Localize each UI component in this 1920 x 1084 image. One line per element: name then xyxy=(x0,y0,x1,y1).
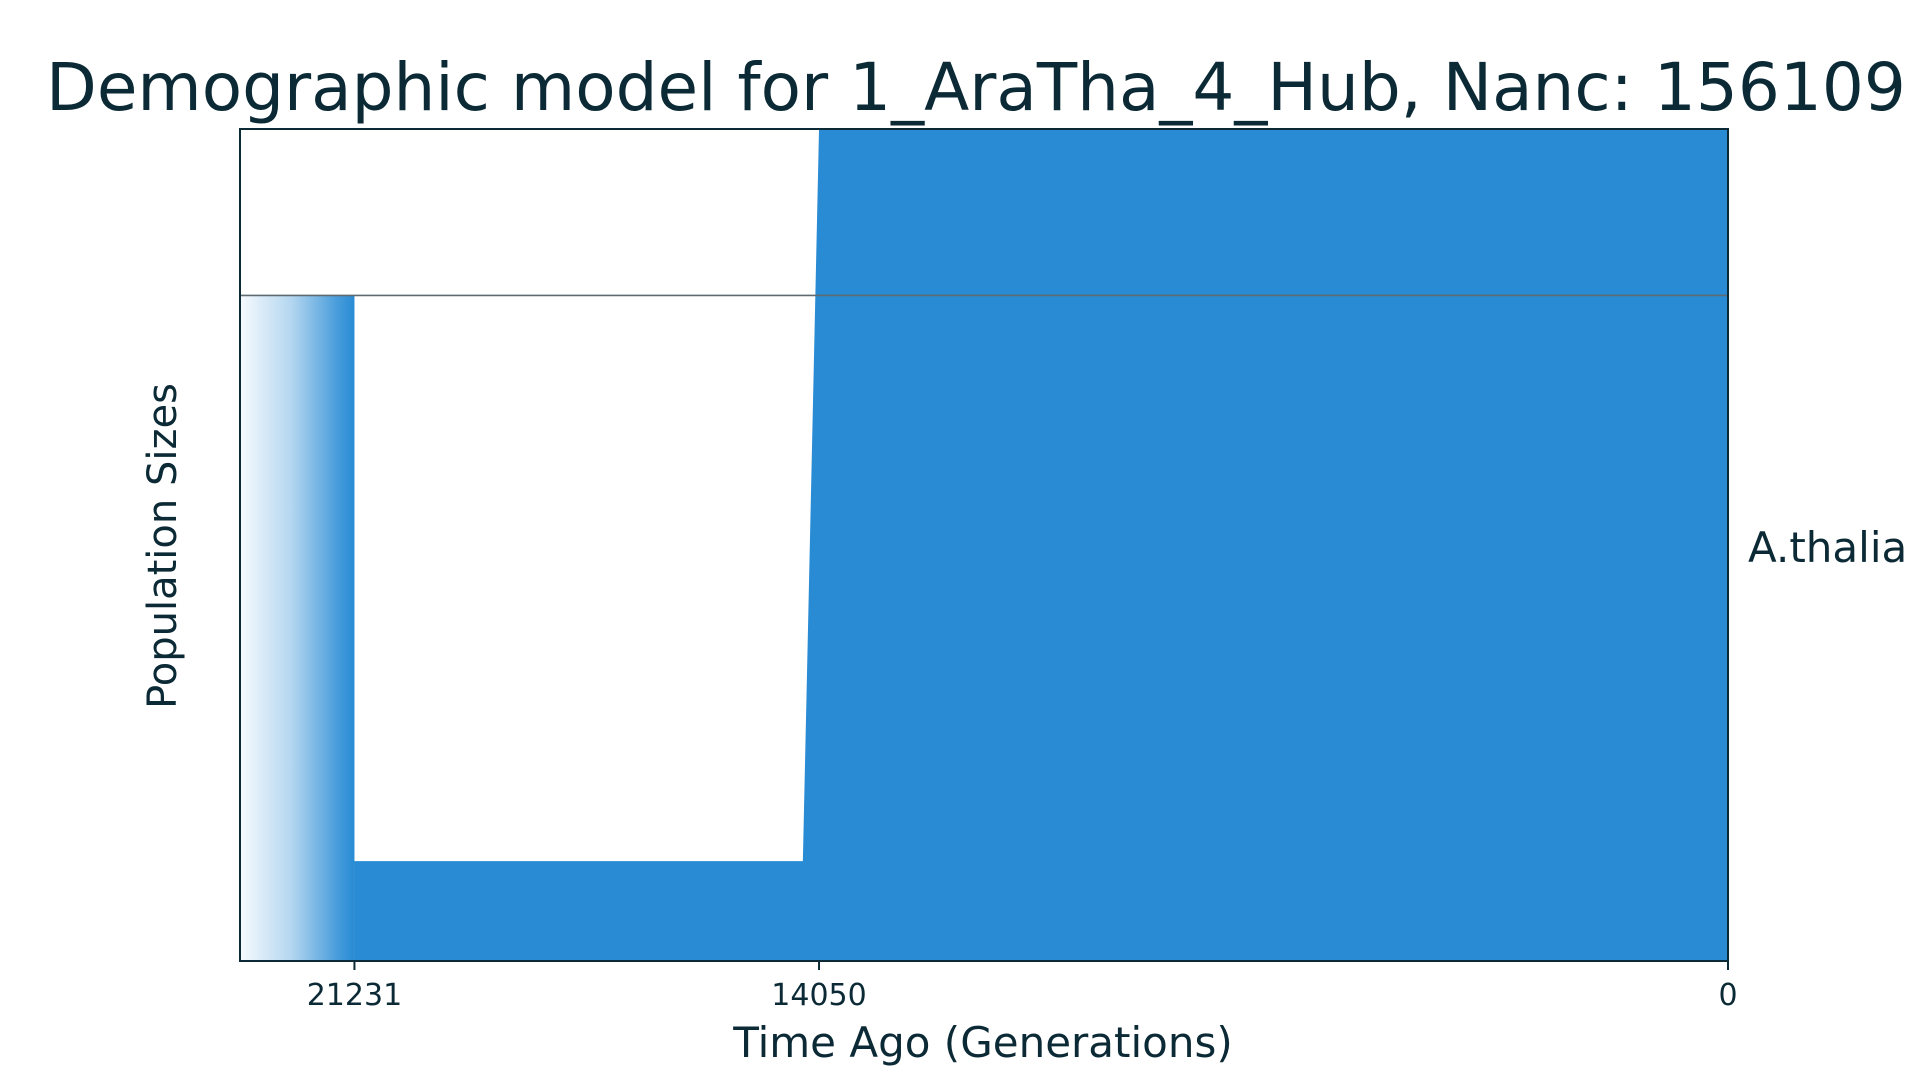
population-size-area xyxy=(354,129,1729,961)
x-axis-label: Time Ago (Generations) xyxy=(732,1018,1233,1067)
y-axis-label: Population Sizes xyxy=(140,383,186,709)
population-label: A.thalia xyxy=(1748,523,1907,572)
x-tick-label: 21231 xyxy=(307,978,402,1013)
ancestral-population-area xyxy=(240,295,355,961)
chart-title: Demographic model for 1_AraTha_4_Hub, Na… xyxy=(46,49,1906,126)
x-tick-label: 14050 xyxy=(771,978,866,1013)
plot-frame xyxy=(239,128,1729,962)
plot-area: 21231 14050 0 xyxy=(239,128,1738,1013)
x-tick-label: 0 xyxy=(1718,978,1737,1013)
